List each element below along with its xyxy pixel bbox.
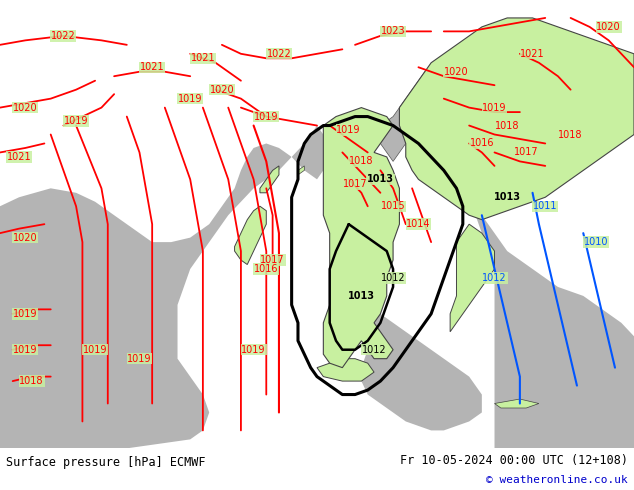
Polygon shape <box>235 206 266 265</box>
Text: 1023: 1023 <box>381 26 405 36</box>
Text: 1013: 1013 <box>367 174 394 184</box>
Text: 1019: 1019 <box>127 354 152 364</box>
Text: 1020: 1020 <box>444 67 469 77</box>
Text: 1020: 1020 <box>210 85 234 95</box>
Text: 1022: 1022 <box>266 49 292 59</box>
Text: 1022: 1022 <box>51 31 76 41</box>
Polygon shape <box>260 166 279 193</box>
Polygon shape <box>323 108 399 368</box>
Polygon shape <box>317 359 374 381</box>
Text: 1021: 1021 <box>191 53 215 63</box>
Text: 1017: 1017 <box>261 255 285 265</box>
Polygon shape <box>450 224 495 332</box>
Text: 1018: 1018 <box>559 129 583 140</box>
Text: 1018: 1018 <box>349 156 373 167</box>
Text: 1019: 1019 <box>178 94 202 104</box>
Text: 1019: 1019 <box>482 102 507 113</box>
Text: 1019: 1019 <box>242 344 266 355</box>
Text: 1020: 1020 <box>13 102 37 113</box>
Text: 1013: 1013 <box>348 291 375 301</box>
Text: 1012: 1012 <box>381 273 405 283</box>
Polygon shape <box>495 399 539 408</box>
Text: 1021: 1021 <box>521 49 545 59</box>
Text: 1012: 1012 <box>482 273 507 283</box>
Text: 1018: 1018 <box>20 376 44 386</box>
Polygon shape <box>399 18 634 220</box>
Text: 1019: 1019 <box>83 344 107 355</box>
Polygon shape <box>380 67 444 161</box>
Text: 1014: 1014 <box>406 219 430 229</box>
Text: Surface pressure [hPa] ECMWF: Surface pressure [hPa] ECMWF <box>6 456 206 469</box>
Polygon shape <box>298 166 304 175</box>
Text: 1010: 1010 <box>584 237 608 247</box>
Text: 1021: 1021 <box>7 152 31 162</box>
Text: 1019: 1019 <box>13 344 37 355</box>
Text: 1017: 1017 <box>514 147 538 157</box>
Text: 1013: 1013 <box>494 192 521 202</box>
Text: 1015: 1015 <box>381 201 405 211</box>
Text: 1019: 1019 <box>337 125 361 135</box>
Text: 1018: 1018 <box>495 121 519 130</box>
Text: 1017: 1017 <box>343 179 367 189</box>
Text: Fr 10-05-2024 00:00 UTC (12+108): Fr 10-05-2024 00:00 UTC (12+108) <box>399 454 628 466</box>
Polygon shape <box>361 314 482 430</box>
Text: 1012: 1012 <box>362 344 386 355</box>
Text: 1016: 1016 <box>254 264 278 274</box>
Polygon shape <box>0 125 330 448</box>
Text: 1019: 1019 <box>254 112 278 122</box>
Text: 1020: 1020 <box>597 22 621 32</box>
Text: 1019: 1019 <box>13 309 37 319</box>
Text: 1011: 1011 <box>533 201 557 211</box>
Text: 1016: 1016 <box>470 139 494 148</box>
Polygon shape <box>469 202 634 448</box>
Text: 1021: 1021 <box>140 62 164 72</box>
Text: © weatheronline.co.uk: © weatheronline.co.uk <box>486 475 628 485</box>
Text: 1020: 1020 <box>13 233 37 243</box>
Text: 1019: 1019 <box>64 116 88 126</box>
